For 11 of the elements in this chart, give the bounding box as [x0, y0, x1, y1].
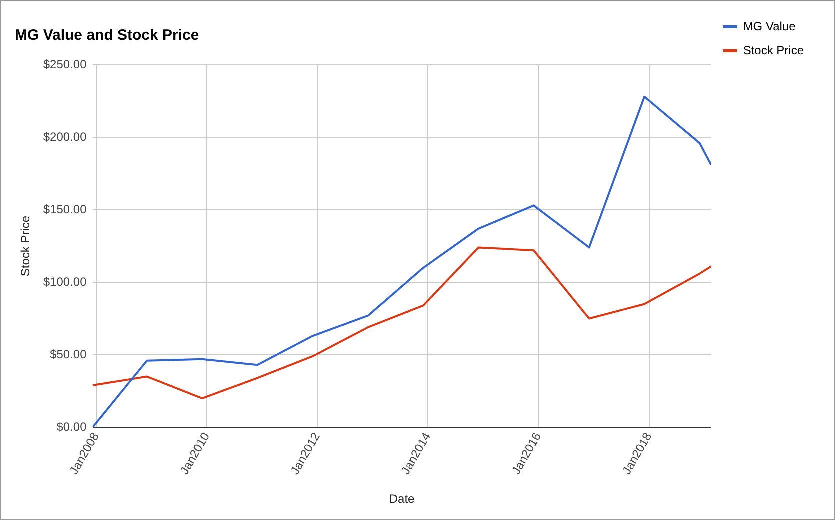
y-tick-label: $100.00	[43, 274, 88, 289]
legend-label: Stock Price	[743, 43, 804, 58]
y-tick-label: $0.00	[56, 420, 88, 434]
y-tick-label: $200.00	[43, 130, 88, 144]
y-axis-title: Stock Price	[18, 216, 33, 277]
y-tick-label: $150.00	[43, 202, 88, 216]
x-axis-title: Date	[389, 492, 416, 506]
y-tick-label: $250.00	[43, 57, 88, 72]
chart-title: MG Value and Stock Price	[15, 27, 200, 44]
legend-label: MG Value	[743, 19, 796, 34]
y-tick-label: $50.00	[50, 347, 88, 362]
